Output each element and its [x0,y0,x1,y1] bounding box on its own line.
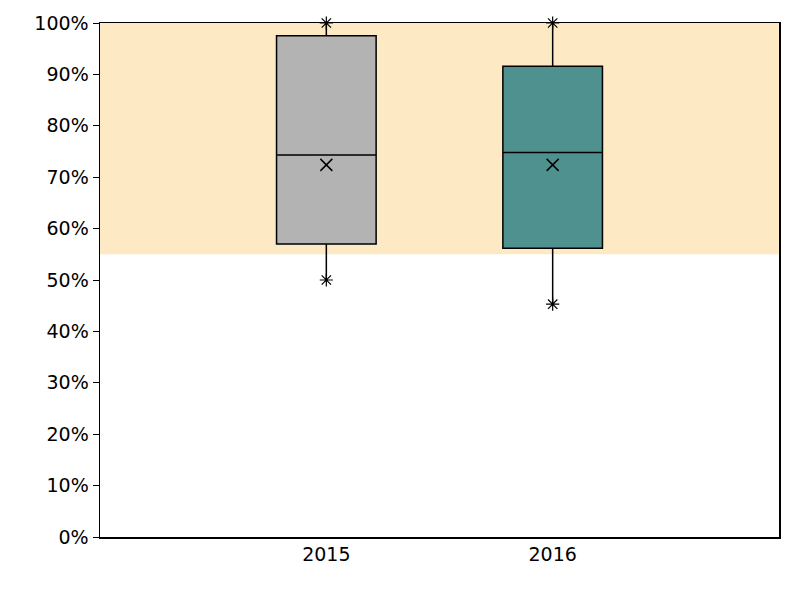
svg-text:80%: 80% [46,114,88,136]
svg-text:0%: 0% [59,526,89,548]
svg-text:10%: 10% [46,474,88,496]
svg-text:60%: 60% [46,217,88,239]
svg-text:2016: 2016 [528,543,576,565]
svg-text:30%: 30% [46,371,88,393]
svg-text:20%: 20% [46,423,88,445]
svg-text:90%: 90% [46,63,88,85]
svg-text:50%: 50% [46,269,88,291]
svg-text:70%: 70% [46,166,88,188]
svg-text:40%: 40% [46,320,88,342]
svg-text:2015: 2015 [302,543,350,565]
svg-text:100%: 100% [34,12,88,34]
